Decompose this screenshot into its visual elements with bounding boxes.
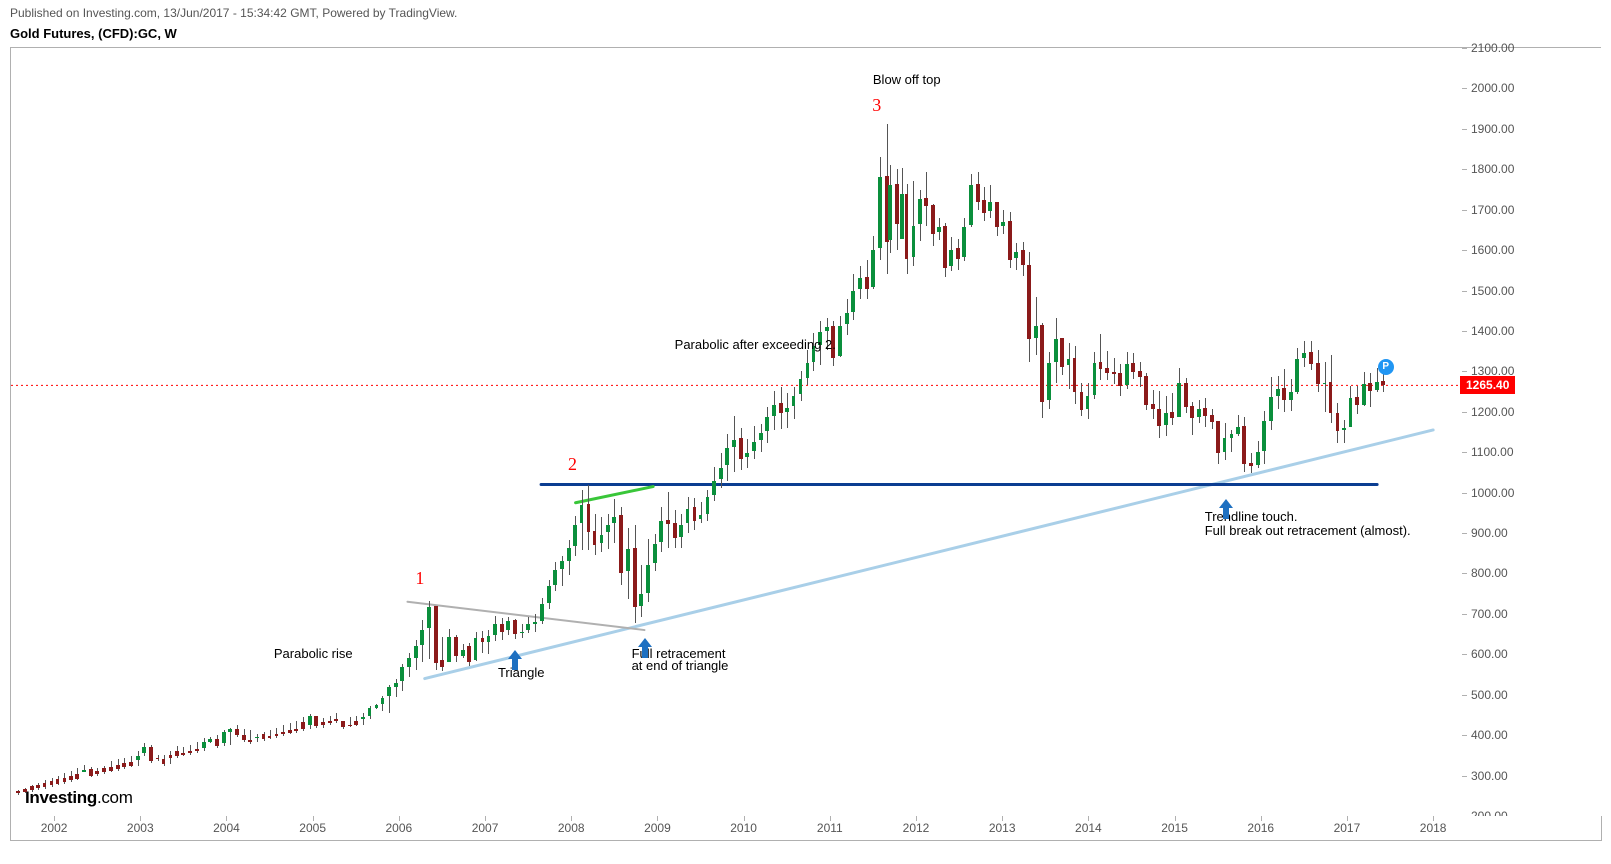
y-tick-label: 1400.00	[1471, 324, 1514, 338]
x-tick-label: 2009	[644, 821, 671, 835]
x-tick-label: 2010	[730, 821, 757, 835]
x-axis: 2002 2003 2004 2005 2006 2007 2008 2009 2010 2011…	[10, 816, 1602, 841]
annotation-parabolic-rise: Parabolic rise	[274, 646, 353, 661]
arrow-up-icon	[638, 638, 652, 658]
x-tick-label: 2017	[1334, 821, 1361, 835]
annotation-trendline-touch2: Full break out retracement (almost).	[1205, 523, 1411, 538]
p-marker: P	[1378, 359, 1394, 375]
x-tick-label: 2004	[213, 821, 240, 835]
y-tick-label: 1800.00	[1471, 162, 1514, 176]
arrow-up-icon	[1219, 499, 1233, 519]
x-tick-label: 2002	[41, 821, 68, 835]
y-tick-label: 600.00	[1471, 647, 1508, 661]
annotation-parabolic-after: Parabolic after exceeding 2.	[675, 337, 836, 352]
y-tick-label: 1900.00	[1471, 122, 1514, 136]
header-text: Published on Investing.com, 13/Jun/2017 …	[10, 6, 457, 20]
x-tick-label: 2008	[558, 821, 585, 835]
x-tick-label: 2006	[385, 821, 412, 835]
chart-plot-area[interactable]: Investing.com Blow off top Parabolic afte…	[10, 47, 1460, 817]
y-tick-label: 1600.00	[1471, 243, 1514, 257]
y-tick-label: 1700.00	[1471, 203, 1514, 217]
y-tick-label: 1000.00	[1471, 486, 1514, 500]
y-tick-label: 2000.00	[1471, 81, 1514, 95]
wave-label-2: 2	[568, 454, 577, 475]
y-tick-label: 1200.00	[1471, 405, 1514, 419]
investing-logo: Investing.com	[25, 788, 133, 808]
y-tick-label: 1100.00	[1471, 445, 1514, 459]
y-tick-label: 800.00	[1471, 566, 1508, 580]
arrow-up-icon	[508, 650, 522, 670]
y-tick-label: 300.00	[1471, 769, 1508, 783]
current-price-label: 1265.40	[1460, 376, 1515, 394]
x-tick-label: 2014	[1075, 821, 1102, 835]
y-tick-label: 500.00	[1471, 688, 1508, 702]
x-tick-label: 2015	[1161, 821, 1188, 835]
x-tick-label: 2016	[1247, 821, 1274, 835]
y-tick-label: 900.00	[1471, 526, 1508, 540]
x-tick-label: 2005	[299, 821, 326, 835]
x-tick-label: 2003	[127, 821, 154, 835]
x-tick-label: 2007	[472, 821, 499, 835]
x-tick-label: 2018	[1420, 821, 1447, 835]
x-tick-label: 2012	[903, 821, 930, 835]
wave-label-3: 3	[872, 95, 881, 116]
y-tick-label: 2100.00	[1471, 41, 1514, 55]
y-tick-label: 1500.00	[1471, 284, 1514, 298]
x-tick-label: 2011	[817, 821, 843, 835]
wave-label-1: 1	[415, 568, 424, 589]
subheader-text: Gold Futures, (CFD):GC, W	[10, 26, 177, 41]
y-axis: 200.00300.00400.00500.00600.00700.00800.…	[1459, 47, 1601, 817]
y-tick-label: 400.00	[1471, 728, 1508, 742]
x-tick-label: 2013	[989, 821, 1016, 835]
annotation-blow-off-top: Blow off top	[873, 72, 941, 87]
annotation-full-retrace2: at end of triangle	[632, 658, 729, 673]
y-tick-label: 700.00	[1471, 607, 1508, 621]
